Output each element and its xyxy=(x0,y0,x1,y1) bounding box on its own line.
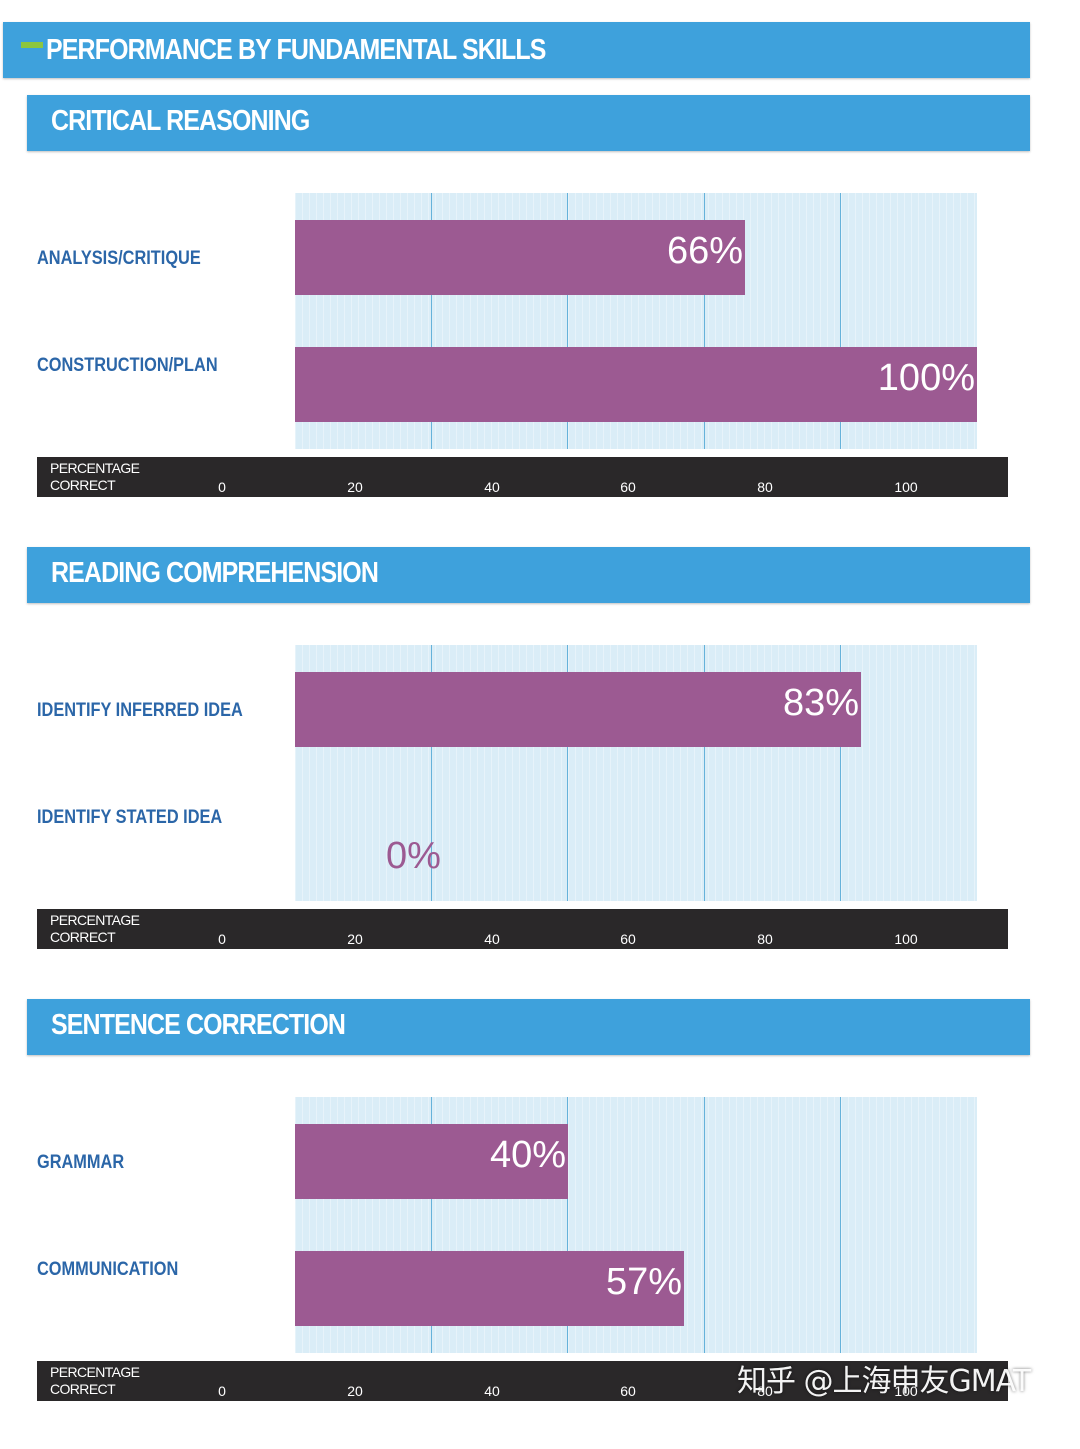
x-tick-label: 80 xyxy=(757,479,773,495)
section-header: SENTENCE CORRECTION xyxy=(27,999,1030,1055)
gridline xyxy=(840,1097,841,1353)
x-tick-label: 40 xyxy=(484,931,500,947)
bar-value-label: 40% xyxy=(489,1134,566,1176)
gridline xyxy=(431,1097,432,1353)
bar-value-label: 100% xyxy=(877,357,975,399)
x-axis-title-line2: CORRECT xyxy=(50,477,116,493)
category-label: CONSTRUCTION/PLAN xyxy=(37,355,218,376)
plot-area: 83% 0% xyxy=(295,645,977,901)
x-axis-title-line2: CORRECT xyxy=(50,1381,116,1397)
gridline xyxy=(704,1097,705,1353)
x-tick-label: 0 xyxy=(218,479,226,495)
x-axis-title-line1: PERCENTAGE xyxy=(50,912,140,928)
x-axis-strip: PERCENTAGE CORRECT 0 20 40 60 80 100 xyxy=(37,457,1008,497)
category-label: COMMUNICATION xyxy=(37,1259,179,1280)
gridline xyxy=(567,1097,568,1353)
x-axis-title-line1: PERCENTAGE xyxy=(50,1364,140,1380)
x-axis-strip: PERCENTAGE CORRECT 0 20 40 60 80 100 xyxy=(37,1361,1008,1401)
gridline xyxy=(840,645,841,901)
gridline xyxy=(840,193,841,449)
gridline xyxy=(431,193,432,449)
main-header: PERFORMANCE BY FUNDAMENTAL SKILLS xyxy=(3,22,1030,78)
gridline xyxy=(704,645,705,901)
x-tick-label: 20 xyxy=(347,931,363,947)
category-label: GRAMMAR xyxy=(37,1152,125,1173)
section-reading-comprehension: READING COMPREHENSION IDENTIFY INFERRED I… xyxy=(0,547,1080,997)
section-critical-reasoning: CRITICAL REASONING ANALYSIS/CRITIQUE CONST… xyxy=(0,95,1080,545)
plot-area: 66% 100% xyxy=(295,193,977,449)
x-tick-label: 0 xyxy=(218,931,226,947)
bar xyxy=(295,220,745,295)
x-axis-title: PERCENTAGE CORRECT xyxy=(50,460,140,494)
category-label: IDENTIFY INFERRED IDEA xyxy=(37,700,243,721)
section-title: CRITICAL REASONING xyxy=(51,105,310,137)
x-tick-label: 60 xyxy=(620,479,636,495)
x-axis-title: PERCENTAGE CORRECT xyxy=(50,1364,140,1398)
bar-value-label: 57% xyxy=(605,1261,682,1303)
bar-value-label: 66% xyxy=(666,230,743,272)
x-tick-label: 100 xyxy=(894,931,918,947)
bar-value-label: 0% xyxy=(386,835,441,877)
x-tick-label: 0 xyxy=(218,1383,226,1399)
section-header: READING COMPREHENSION xyxy=(27,547,1030,603)
gridline xyxy=(567,645,568,901)
plot-area: 40% 57% xyxy=(295,1097,977,1353)
section-sentence-correction: SENTENCE CORRECTION GRAMMAR COMMUNICATION 4… xyxy=(0,999,1080,1449)
x-tick-label: 100 xyxy=(894,479,918,495)
section-title: READING COMPREHENSION xyxy=(51,557,379,589)
section-header: CRITICAL REASONING xyxy=(27,95,1030,151)
gridline xyxy=(704,193,705,449)
bar-value-label: 83% xyxy=(782,682,859,724)
x-tick-label: 60 xyxy=(620,1383,636,1399)
bar xyxy=(295,672,861,747)
x-axis-strip: PERCENTAGE CORRECT 0 20 40 60 80 100 xyxy=(37,909,1008,949)
bar xyxy=(295,1251,684,1326)
x-tick-label: 20 xyxy=(347,479,363,495)
category-label: IDENTIFY STATED IDEA xyxy=(37,807,223,828)
page-title: PERFORMANCE BY FUNDAMENTAL SKILLS xyxy=(46,34,546,66)
section-title: SENTENCE CORRECTION xyxy=(51,1009,346,1041)
x-tick-label: 40 xyxy=(484,479,500,495)
gridline xyxy=(567,193,568,449)
bar xyxy=(295,347,977,422)
header-accent-mark xyxy=(21,42,43,48)
x-axis-title-line1: PERCENTAGE xyxy=(50,460,140,476)
x-tick-label: 80 xyxy=(757,1383,773,1399)
x-tick-label: 80 xyxy=(757,931,773,947)
x-tick-label: 40 xyxy=(484,1383,500,1399)
watermark: 知乎 @上海申友GMAT xyxy=(737,1364,1031,1399)
x-tick-label: 20 xyxy=(347,1383,363,1399)
x-axis-title-line2: CORRECT xyxy=(50,929,116,945)
gridline xyxy=(431,645,432,901)
category-label: ANALYSIS/CRITIQUE xyxy=(37,248,201,269)
x-tick-label: 100 xyxy=(894,1383,918,1399)
x-axis-title: PERCENTAGE CORRECT xyxy=(50,912,140,946)
bar xyxy=(295,1124,568,1199)
x-tick-label: 60 xyxy=(620,931,636,947)
